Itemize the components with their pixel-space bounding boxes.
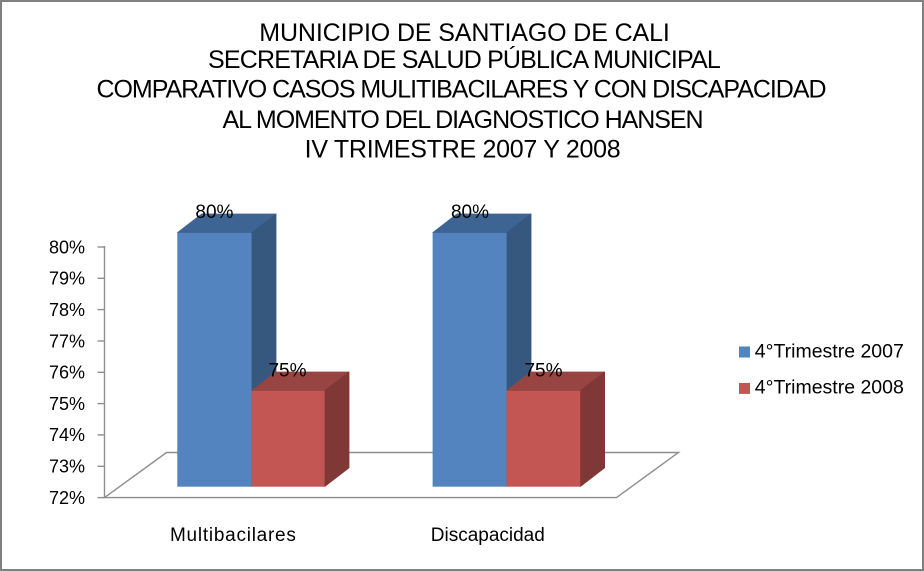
svg-text:74%: 74% — [49, 425, 85, 445]
svg-text:4°Trimestre 2007: 4°Trimestre 2007 — [755, 341, 904, 363]
svg-text:IV TRIMESTRE 2007 Y 2008: IV TRIMESTRE 2007 Y 2008 — [305, 136, 621, 164]
svg-text:79%: 79% — [49, 269, 85, 289]
svg-text:73%: 73% — [49, 457, 85, 477]
svg-text:75%: 75% — [49, 394, 85, 414]
svg-text:77%: 77% — [49, 331, 85, 351]
svg-text:SECRETARIA DE SALUD PÚBLICA MU: SECRETARIA DE SALUD PÚBLICA MUNICIPAL — [208, 45, 721, 74]
svg-text:MUNICIPIO DE SANTIAGO DE CALI: MUNICIPIO DE SANTIAGO DE CALI — [259, 19, 669, 47]
svg-text:80%: 80% — [195, 202, 233, 223]
svg-text:Multibacilares: Multibacilares — [170, 525, 297, 546]
svg-text:80%: 80% — [451, 202, 489, 223]
svg-text:80%: 80% — [49, 237, 85, 257]
svg-text:72%: 72% — [49, 488, 85, 508]
svg-text:Discapacidad: Discapacidad — [431, 525, 545, 546]
svg-text:75%: 75% — [268, 361, 306, 382]
svg-text:78%: 78% — [49, 300, 85, 320]
svg-text:76%: 76% — [49, 363, 85, 383]
svg-text:COMPARATIVO CASOS MULITIBACILA: COMPARATIVO CASOS MULITIBACILARES Y CON … — [96, 76, 825, 104]
svg-text:4°Trimestre 2008: 4°Trimestre 2008 — [755, 377, 904, 399]
svg-text:75%: 75% — [524, 361, 562, 382]
svg-text:AL MOMENTO DEL DIAGNOSTICO HAN: AL MOMENTO DEL DIAGNOSTICO HANSEN — [222, 106, 702, 134]
